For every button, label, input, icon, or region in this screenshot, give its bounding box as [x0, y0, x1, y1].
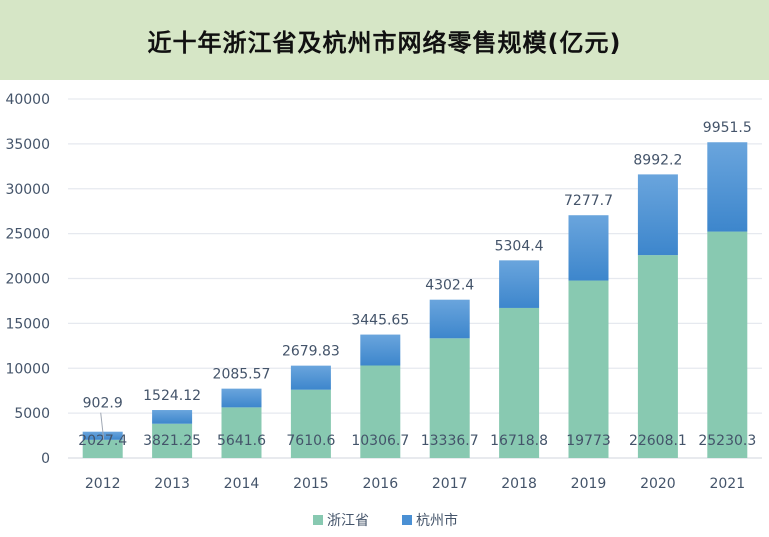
data-label-hangzhou: 2679.83 — [282, 344, 340, 360]
bar-zhejiang — [290, 389, 331, 458]
leader-line — [100, 412, 105, 440]
data-label-zhejiang: 3821.25 — [143, 433, 201, 449]
bar-zhejiang — [360, 365, 401, 458]
y-tick-label: 20000 — [5, 272, 50, 288]
y-tick-label: 5000 — [14, 406, 50, 422]
legend-swatch-zhejiang — [313, 515, 323, 525]
x-tick-label: 2021 — [709, 476, 745, 492]
bar-hangzhou — [707, 142, 748, 232]
bar-hangzhou — [429, 299, 470, 339]
data-label-zhejiang: 5641.6 — [217, 433, 266, 449]
y-tick-label: 30000 — [5, 182, 50, 198]
bar-hangzhou — [499, 260, 540, 308]
x-tick-label: 2013 — [154, 476, 190, 492]
bar-zhejiang — [221, 407, 262, 458]
bar-hangzhou — [82, 431, 123, 440]
bar-zhejiang — [499, 307, 540, 458]
data-label-zhejiang: 19773 — [566, 433, 611, 449]
data-label-hangzhou: 2085.57 — [213, 367, 271, 383]
bar-zhejiang — [707, 231, 748, 458]
data-label-hangzhou: 7277.7 — [564, 193, 613, 209]
data-label-hangzhou: 5304.4 — [495, 238, 544, 254]
y-tick-label: 10000 — [5, 361, 50, 377]
chart-title: 近十年浙江省及杭州市网络零售规模(亿元) — [147, 28, 622, 57]
title-banner: 近十年浙江省及杭州市网络零售规模(亿元) — [0, 0, 769, 80]
bar-hangzhou — [568, 215, 609, 281]
bar-zhejiang — [637, 255, 678, 458]
data-label-hangzhou: 4302.4 — [425, 278, 474, 294]
data-label-zhejiang: 25230.3 — [698, 433, 756, 449]
y-tick-label: 0 — [41, 451, 50, 467]
x-tick-label: 2018 — [501, 476, 537, 492]
x-tick-label: 2012 — [85, 476, 121, 492]
bar-zhejiang — [429, 338, 470, 458]
legend-label-hangzhou: 杭州市 — [416, 512, 458, 529]
y-tick-label: 35000 — [5, 137, 50, 153]
y-tick-label: 40000 — [5, 92, 50, 108]
data-label-zhejiang: 2027.4 — [78, 433, 127, 449]
data-label-zhejiang: 13336.7 — [421, 433, 479, 449]
data-label-hangzhou: 9951.5 — [703, 120, 752, 136]
data-label-hangzhou: 902.9 — [83, 396, 123, 412]
bar-zhejiang — [152, 423, 193, 458]
y-tick-label: 15000 — [5, 316, 50, 332]
x-tick-label: 2017 — [432, 476, 468, 492]
data-label-zhejiang: 10306.7 — [351, 433, 409, 449]
data-label-hangzhou: 8992.2 — [633, 152, 682, 168]
bar-zhejiang — [82, 439, 123, 458]
x-tick-label: 2020 — [640, 476, 676, 492]
data-label-hangzhou: 3445.65 — [351, 313, 409, 329]
data-label-hangzhou: 1524.12 — [143, 388, 201, 404]
x-tick-label: 2015 — [293, 476, 329, 492]
data-label-zhejiang: 22608.1 — [629, 433, 687, 449]
bar-hangzhou — [152, 410, 193, 424]
legend-label-zhejiang: 浙江省 — [327, 513, 369, 529]
bar-hangzhou — [221, 388, 262, 408]
y-tick-label: 25000 — [5, 227, 50, 243]
x-tick-label: 2016 — [362, 476, 398, 492]
x-tick-label: 2014 — [224, 476, 260, 492]
bar-hangzhou — [290, 365, 331, 390]
data-label-zhejiang: 7610.6 — [286, 433, 335, 449]
bar-hangzhou — [637, 174, 678, 256]
legend-swatch-hangzhou — [402, 515, 412, 525]
x-tick-label: 2019 — [571, 476, 607, 492]
bar-hangzhou — [360, 334, 401, 366]
data-label-zhejiang: 16718.8 — [490, 433, 548, 449]
bar-zhejiang — [568, 280, 609, 458]
